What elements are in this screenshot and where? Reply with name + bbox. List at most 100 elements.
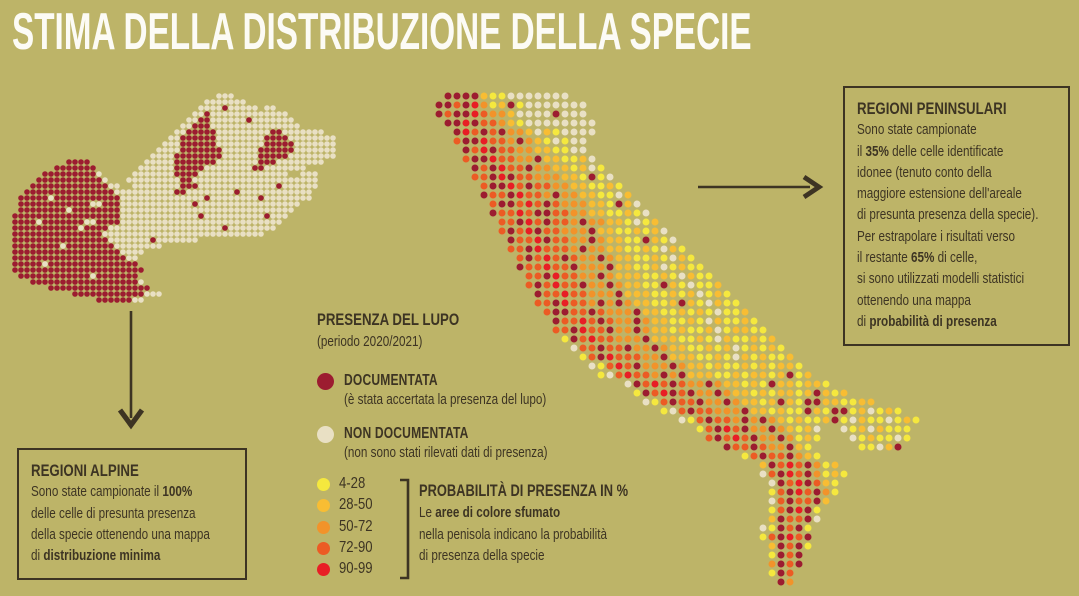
map-dot	[777, 407, 785, 415]
map-dot	[588, 128, 596, 136]
map-dot	[624, 317, 632, 325]
map-dot	[174, 201, 180, 207]
map-dot	[822, 470, 830, 478]
map-dot	[54, 219, 60, 225]
map-dot	[633, 344, 641, 352]
map-dot	[606, 353, 614, 361]
map-dot	[264, 225, 270, 231]
map-dot	[126, 219, 132, 225]
map-dot	[294, 159, 300, 165]
map-dot	[216, 141, 222, 147]
map-dot	[687, 407, 695, 415]
map-dot	[894, 434, 902, 442]
map-dot	[606, 209, 614, 217]
map-dot	[252, 135, 258, 141]
map-dot	[156, 147, 162, 153]
map-dot	[885, 425, 893, 433]
map-dot	[210, 213, 216, 219]
map-dot	[768, 425, 776, 433]
map-dot	[660, 290, 668, 298]
map-dot	[588, 191, 596, 199]
map-dot	[228, 195, 234, 201]
map-dot	[624, 353, 632, 361]
map-dot	[174, 159, 180, 165]
map-dot	[36, 225, 42, 231]
map-dot	[525, 200, 533, 208]
map-dot	[42, 249, 48, 255]
map-dot	[138, 189, 144, 195]
map-dot	[72, 249, 78, 255]
map-dot	[78, 291, 84, 297]
map-dot	[732, 371, 740, 379]
map-dot	[36, 195, 42, 201]
probability-legend: 4-28 28-50 50-72 72-90 90-99	[317, 474, 397, 580]
map-dot	[642, 389, 650, 397]
map-dot	[60, 249, 66, 255]
map-dot	[858, 434, 866, 442]
map-dot	[72, 195, 78, 201]
map-dot	[723, 398, 731, 406]
map-dot	[867, 434, 875, 442]
map-dot	[768, 560, 776, 568]
map-dot	[312, 183, 318, 189]
map-dot	[597, 299, 605, 307]
map-dot	[732, 398, 740, 406]
map-dot	[507, 110, 515, 118]
map-dot	[795, 371, 803, 379]
map-dot	[714, 425, 722, 433]
map-dot	[186, 177, 192, 183]
map-dot	[108, 261, 114, 267]
map-dot	[168, 135, 174, 141]
map-dot	[624, 344, 632, 352]
map-dot	[435, 101, 443, 109]
probability-title: PROBABILITÀ DI PRESENZA IN %	[419, 482, 629, 500]
map-dot	[282, 123, 288, 129]
map-dot	[687, 380, 695, 388]
map-dot	[72, 207, 78, 213]
map-dot	[768, 416, 776, 424]
map-dot	[258, 231, 264, 237]
map-dot	[849, 416, 857, 424]
map-dot	[516, 92, 524, 100]
map-dot	[228, 201, 234, 207]
probability-class-row: 90-99	[317, 559, 397, 580]
map-dot	[786, 425, 794, 433]
map-dot	[246, 207, 252, 213]
map-dot	[246, 177, 252, 183]
map-dot	[804, 533, 812, 541]
map-dot	[156, 183, 162, 189]
map-dot	[750, 371, 758, 379]
map-dot	[750, 317, 758, 325]
map-dot	[48, 219, 54, 225]
map-dot	[552, 173, 560, 181]
map-dot	[114, 261, 120, 267]
map-dot	[660, 326, 668, 334]
map-dot	[795, 425, 803, 433]
map-dot	[240, 135, 246, 141]
map-dot	[162, 237, 168, 243]
map-dot	[210, 99, 216, 105]
map-dot	[552, 191, 560, 199]
map-dot	[588, 119, 596, 127]
map-dot	[633, 263, 641, 271]
map-dot	[66, 285, 72, 291]
map-dot	[132, 237, 138, 243]
map-dot	[276, 129, 282, 135]
map-dot	[270, 195, 276, 201]
map-dot	[597, 353, 605, 361]
map-dot	[156, 237, 162, 243]
map-dot	[198, 105, 204, 111]
map-dot	[210, 177, 216, 183]
map-dot	[597, 227, 605, 235]
map-dot	[90, 267, 96, 273]
map-dot	[42, 201, 48, 207]
map-dot	[78, 285, 84, 291]
map-dot	[18, 237, 24, 243]
map-dot	[294, 135, 300, 141]
map-dot	[174, 195, 180, 201]
map-dot	[660, 380, 668, 388]
map-dot	[444, 101, 452, 109]
map-dot	[252, 153, 258, 159]
map-dot	[108, 207, 114, 213]
map-dot	[804, 542, 812, 550]
